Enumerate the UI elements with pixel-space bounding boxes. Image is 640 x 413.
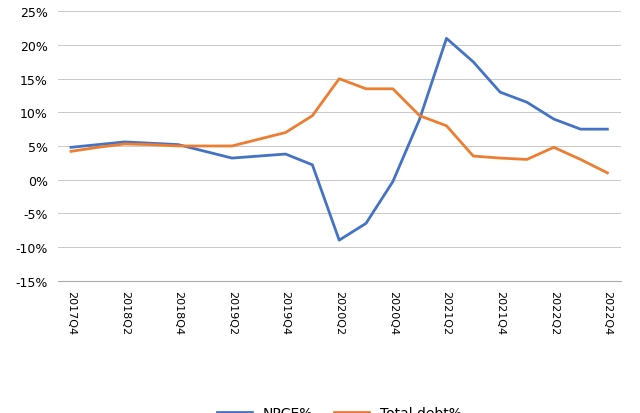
NPCE% <box>470 60 477 65</box>
Total debt% <box>175 144 182 149</box>
NPCE% <box>443 37 451 42</box>
Line: Total debt%: Total debt% <box>71 79 607 173</box>
NPCE% <box>282 152 289 157</box>
NPCE% <box>416 117 424 122</box>
Total debt% <box>550 145 557 150</box>
NPCE% <box>67 145 75 150</box>
NPCE% <box>201 150 209 154</box>
NPCE% <box>389 180 397 185</box>
Total debt% <box>335 77 343 82</box>
Total debt% <box>201 144 209 149</box>
Total debt% <box>67 150 75 154</box>
Total debt% <box>94 145 102 150</box>
Total debt% <box>389 87 397 92</box>
Legend: NPCE%, Total debt%: NPCE%, Total debt% <box>211 401 467 413</box>
Total debt% <box>228 144 236 149</box>
Total debt% <box>255 138 262 142</box>
NPCE% <box>228 156 236 161</box>
NPCE% <box>335 238 343 243</box>
Total debt% <box>148 143 156 148</box>
Line: NPCE%: NPCE% <box>71 39 607 240</box>
NPCE% <box>121 140 129 145</box>
NPCE% <box>577 127 584 132</box>
NPCE% <box>604 127 611 132</box>
Total debt% <box>443 124 451 129</box>
Total debt% <box>470 154 477 159</box>
NPCE% <box>362 221 370 226</box>
NPCE% <box>255 154 262 159</box>
NPCE% <box>496 90 504 95</box>
NPCE% <box>94 143 102 148</box>
Total debt% <box>308 114 316 119</box>
Total debt% <box>121 142 129 147</box>
Total debt% <box>604 171 611 176</box>
NPCE% <box>523 100 531 105</box>
Total debt% <box>523 157 531 162</box>
NPCE% <box>550 117 557 122</box>
Total debt% <box>362 87 370 92</box>
NPCE% <box>148 141 156 146</box>
NPCE% <box>308 163 316 168</box>
Total debt% <box>282 131 289 135</box>
Total debt% <box>577 157 584 162</box>
Total debt% <box>496 156 504 161</box>
NPCE% <box>175 143 182 148</box>
Total debt% <box>416 114 424 119</box>
